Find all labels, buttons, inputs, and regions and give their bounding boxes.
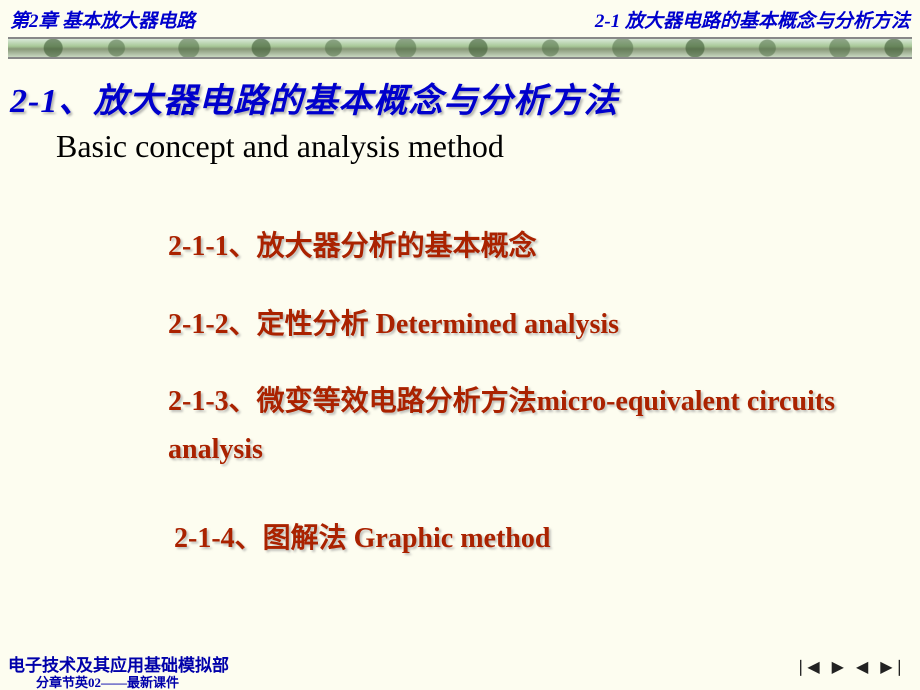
nav-controls: ❘◀ ▶ ◀ ▶❘ xyxy=(794,660,906,690)
header: 第2章 基本放大器电路 2-1 放大器电路的基本概念与分析方法 xyxy=(0,0,920,33)
last-slide-icon[interactable]: ▶❘ xyxy=(880,660,906,676)
footer-line2: 分章节英02——最新课件 xyxy=(8,676,229,690)
footer-line1: 电子技术及其应用基础模拟部 xyxy=(8,657,229,676)
content-list: 2-1-1、放大器分析的基本概念 2-1-2、定性分析 Determined a… xyxy=(0,165,920,563)
main-title: 2-1、放大器电路的基本概念与分析方法 xyxy=(0,71,920,122)
section-label: 2-1 放大器电路的基本概念与分析方法 xyxy=(595,6,910,33)
footer: 电子技术及其应用基础模拟部 分章节英02——最新课件 ❘◀ ▶ ◀ ▶❘ xyxy=(0,657,920,690)
toc-item-3[interactable]: 2-1-3、微变等效电路分析方法micro-equivalent circuit… xyxy=(168,378,840,473)
toc-item-1[interactable]: 2-1-1、放大器分析的基本概念 xyxy=(168,223,840,271)
chapter-label: 第2章 基本放大器电路 xyxy=(10,6,195,33)
subtitle: Basic concept and analysis method xyxy=(0,122,920,165)
prev-slide-icon[interactable]: ◀ xyxy=(856,660,868,676)
toc-item-2[interactable]: 2-1-2、定性分析 Determined analysis xyxy=(168,301,840,349)
toc-item-4[interactable]: 2-1-4、图解法 Graphic method xyxy=(168,515,840,563)
decorative-divider xyxy=(8,37,912,59)
next-slide-icon[interactable]: ▶ xyxy=(832,660,844,676)
footer-text: 电子技术及其应用基础模拟部 分章节英02——最新课件 xyxy=(8,657,229,690)
first-slide-icon[interactable]: ❘◀ xyxy=(794,660,820,676)
